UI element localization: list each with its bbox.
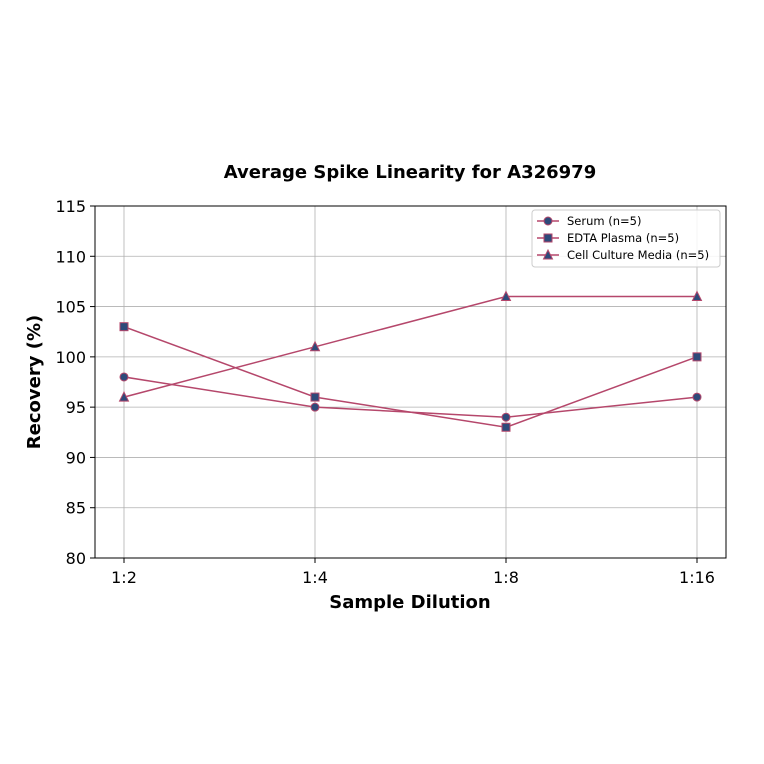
series-2 bbox=[119, 322, 702, 432]
series-group bbox=[118, 290, 703, 432]
legend-marker bbox=[543, 216, 553, 226]
legend: Serum (n=5) EDTA Plasma (n=5) Cell Culture… bbox=[531, 209, 721, 268]
data-point bbox=[501, 412, 511, 422]
data-point bbox=[500, 290, 512, 302]
y-tick-label: 85 bbox=[66, 499, 86, 518]
series-line bbox=[123, 376, 698, 418]
series-3 bbox=[118, 290, 703, 402]
x-tick-label: 1:8 bbox=[493, 568, 519, 587]
y-tick-label: 115 bbox=[55, 197, 86, 216]
x-tick-label: 1:2 bbox=[111, 568, 137, 587]
data-point bbox=[310, 402, 320, 412]
legend-label: EDTA Plasma (n=5) bbox=[567, 231, 679, 245]
legend-item: EDTA Plasma (n=5) bbox=[537, 231, 679, 245]
y-tick-label: 90 bbox=[66, 448, 86, 467]
series-line bbox=[123, 325, 698, 429]
data-point bbox=[691, 290, 703, 302]
data-point bbox=[692, 392, 702, 402]
series-line bbox=[123, 295, 697, 398]
series-1 bbox=[119, 372, 702, 422]
x-tick-label: 1:16 bbox=[679, 568, 715, 587]
data-point bbox=[119, 322, 129, 332]
legend-label: Serum (n=5) bbox=[567, 214, 641, 228]
legend-box bbox=[531, 209, 721, 268]
x-axis-title: Sample Dilution bbox=[329, 592, 490, 613]
y-tick-label: 110 bbox=[55, 247, 86, 266]
y-tick-label: 80 bbox=[66, 549, 86, 568]
legend-item: Serum (n=5) bbox=[537, 214, 641, 228]
data-point bbox=[119, 372, 129, 382]
data-point bbox=[692, 352, 702, 362]
legend-marker bbox=[543, 233, 553, 243]
legend-item: Cell Culture Media (n=5) bbox=[537, 248, 709, 262]
y-axis: 80 85 90 95 100 105 110 115 bbox=[55, 197, 95, 568]
data-point bbox=[310, 392, 320, 402]
legend-marker bbox=[542, 248, 554, 260]
plot-frame bbox=[94, 205, 727, 559]
legend-label: Cell Culture Media (n=5) bbox=[567, 248, 709, 262]
y-tick-label: 95 bbox=[66, 398, 86, 417]
x-axis: 1:2 1:4 1:8 1:16 bbox=[111, 558, 715, 587]
y-tick-label: 100 bbox=[55, 348, 86, 367]
y-tick-label: 105 bbox=[55, 298, 86, 317]
x-tick-label: 1:4 bbox=[302, 568, 328, 587]
y-axis-title: Recovery (%) bbox=[24, 315, 45, 449]
chart-title: Average Spike Linearity for A326979 bbox=[224, 162, 596, 183]
data-point bbox=[118, 390, 130, 402]
data-point bbox=[309, 340, 321, 352]
data-point bbox=[501, 422, 511, 432]
